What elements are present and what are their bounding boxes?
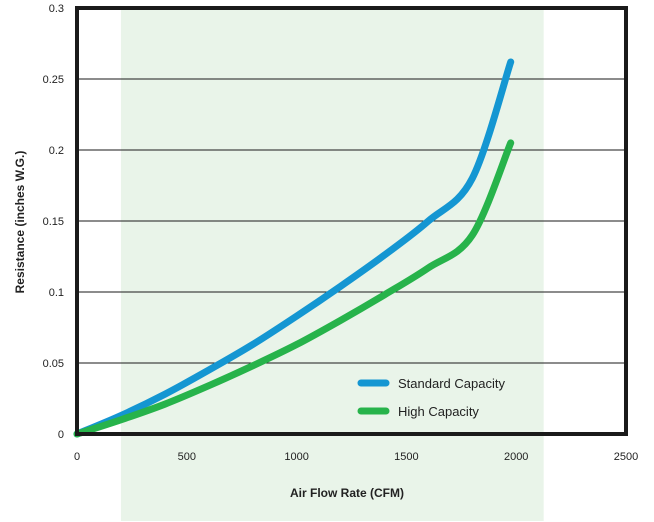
gridlines (77, 78, 626, 364)
series-line-standard-capacity (73, 58, 515, 438)
y-tick-label-3: 0.15 (43, 216, 64, 228)
legend-label-0: Standard Capacity (398, 376, 505, 391)
series-line-high-capacity (73, 139, 515, 438)
x-tick-label-3: 1500 (394, 451, 418, 463)
y-tick-label-1: 0.05 (43, 358, 64, 370)
y-tick-label-0: 0 (58, 429, 64, 441)
highlight-band (120, 8, 544, 521)
x-tick-label-4: 2000 (504, 451, 528, 463)
y-tick-label-2: 0.1 (49, 287, 64, 299)
x-tick-label-5: 2500 (614, 451, 638, 463)
y-axis-title: Resistance (inches W.G.) (13, 151, 27, 294)
y-tick-labels: 0 0.05 0.1 0.15 0.2 0.25 0.3 (43, 3, 64, 441)
x-tick-labels: 0 500 1000 1500 2000 2500 (74, 451, 638, 463)
y-tick-label-4: 0.2 (49, 145, 64, 157)
series-lines (73, 58, 515, 438)
legend-label-1: High Capacity (398, 404, 479, 419)
y-tick-label-5: 0.25 (43, 74, 64, 86)
x-tick-label-0: 0 (74, 451, 80, 463)
x-tick-label-1: 500 (178, 451, 196, 463)
plot-frame (75, 6, 628, 436)
y-tick-label-6: 0.3 (49, 3, 64, 15)
legend: Standard Capacity High Capacity (357, 376, 505, 419)
x-axis-title: Air Flow Rate (CFM) (290, 486, 404, 500)
x-tick-label-2: 1000 (284, 451, 308, 463)
